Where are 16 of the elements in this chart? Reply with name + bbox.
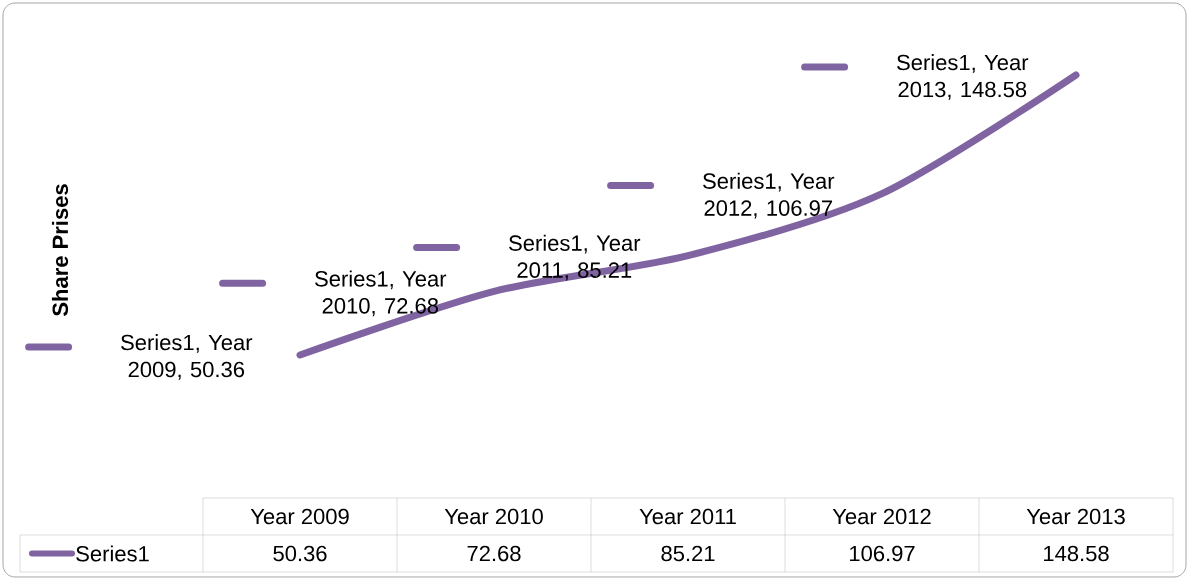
x-tick-label: Year 2010 xyxy=(444,508,543,525)
x-tick-label: Year 2011 xyxy=(639,508,736,525)
annotation: Series1, Year 2012, 106.97 xyxy=(703,172,835,219)
data-label: 148.58 xyxy=(1044,545,1109,562)
data-label: 50.36 xyxy=(273,545,327,562)
annotation: Series1, Year 2009, 50.36 xyxy=(121,334,253,380)
x-tick-label: Year 2009 xyxy=(250,508,349,525)
data-label: 85.21 xyxy=(661,545,715,562)
x-tick-label: Year 2013 xyxy=(1026,508,1125,525)
legend-label: Series1 xyxy=(76,545,149,562)
data-label: 106.97 xyxy=(850,545,915,562)
annotation: Series1, Year 2013, 148.58 xyxy=(897,54,1029,100)
data-label: 72.68 xyxy=(467,545,521,562)
text: Share Prises xyxy=(51,184,69,317)
annotation: Series1, Year 2010, 72.68 xyxy=(315,270,447,317)
x-tick-label: Year 2012 xyxy=(832,508,931,525)
